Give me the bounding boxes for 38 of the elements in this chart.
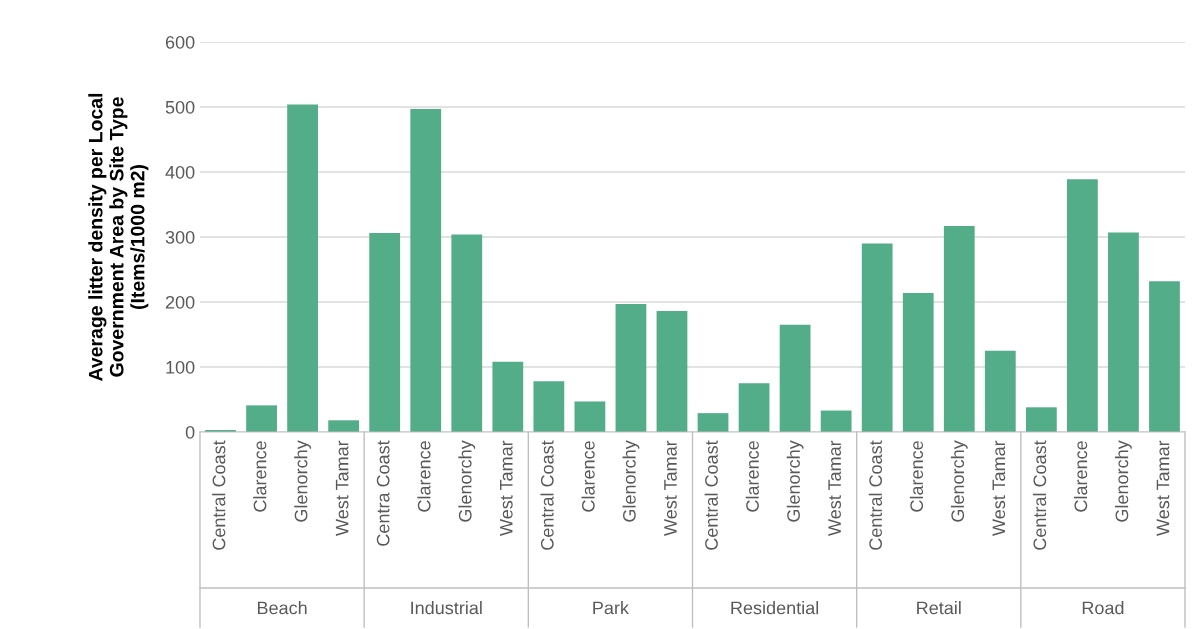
y-tick-label: 500 [165,100,195,114]
x-tick-label: Central Coast [1032,440,1047,550]
x-tick-label: West Tamar [1156,440,1170,536]
x-tick-label: Glenorchy [1115,440,1132,522]
text: Residential [731,601,819,615]
x-tick-label: Glenorchy [458,440,476,522]
text: Beach [257,601,307,615]
x-tick-label: Clarence [909,441,924,512]
x-tick-label: Glenorchy [786,440,804,522]
x-tick-label: Clarence [253,441,267,512]
y-tick-label: 200 [165,295,195,309]
text: Road [1082,601,1124,615]
x-tick-label: Central Coast [540,440,554,550]
x-tick-label: Glenorchy [294,440,312,522]
x-tick-label: Glenorchy [622,440,640,522]
x-tick-label: Clarence [581,441,595,512]
x-tick-label: Clarence [417,441,431,512]
x-tick-label: Centra Coast [376,440,390,546]
x-tick-label: West Tamar [992,440,1006,536]
x-tick-label: West Tamar [828,440,841,536]
x-tick-label: Central Coast [868,440,883,550]
x-tick-label: West Tamar [335,440,349,536]
text: Park [593,601,630,615]
x-tick-label: Central Coast [704,440,718,550]
x-tick-label: West Tamar [500,440,513,536]
y-tick-label: 0 [185,425,195,439]
y-tick-label: 100 [166,360,195,374]
y-tick-label: 400 [165,165,195,179]
x-tick-label: Clarence [1073,441,1088,512]
text: Industrial [411,601,482,615]
x-tick-label: Central Coast [212,440,226,550]
y-tick-label: 300 [165,230,195,244]
y-tick-label: 600 [165,35,195,49]
x-tick-label: Glenorchy [950,440,968,522]
text: Retail [917,601,961,615]
y-axis-title: Average litter density per Local Government Area by Site Type (Items/1000 m2) [88,93,149,381]
x-tick-label: Clarence [745,441,759,512]
x-tick-label: West Tamar [664,440,677,536]
